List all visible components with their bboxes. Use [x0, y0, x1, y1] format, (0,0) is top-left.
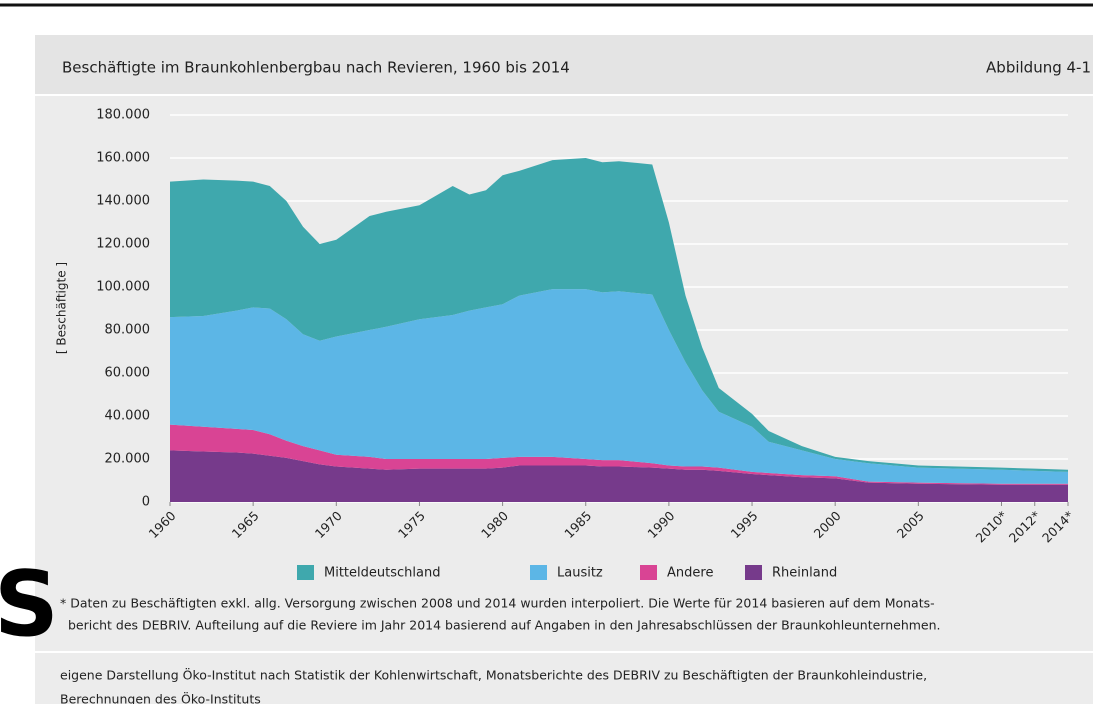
- y-tick-label: 60.000: [105, 366, 151, 381]
- legend-swatch: [530, 565, 547, 580]
- y-axis-label: [ Beschäftigte ]: [55, 262, 69, 354]
- legend-label: Lausitz: [557, 566, 603, 581]
- area: [170, 289, 1068, 484]
- y-tick-label: 160.000: [96, 151, 150, 166]
- chart-title: Beschäftigte im Braunkohlenbergbau nach …: [62, 59, 570, 77]
- source-panel: [35, 653, 1093, 704]
- area: [170, 450, 1068, 502]
- background-fragment: S: [0, 552, 59, 657]
- source-line: eigene Darstellung Öko-Institut nach Sta…: [60, 667, 927, 683]
- legend-label: Andere: [667, 566, 713, 581]
- legend-swatch: [297, 565, 314, 580]
- y-tick-label: 100.000: [96, 280, 150, 295]
- legend-swatch: [745, 565, 762, 580]
- y-tick-label: 80.000: [105, 323, 151, 338]
- y-tick-label: 140.000: [96, 194, 150, 209]
- y-tick-label: 40.000: [105, 409, 151, 424]
- y-tick-label: 180.000: [96, 108, 150, 123]
- area: [170, 158, 1068, 472]
- y-tick-label: 0: [142, 495, 150, 510]
- legend-swatch: [640, 565, 657, 580]
- source-line: Berechnungen des Öko-Instituts: [60, 691, 261, 704]
- footnote-line: * Daten zu Beschäftigten exkl. allg. Ver…: [60, 596, 935, 611]
- legend-label: Mitteldeutschland: [324, 566, 440, 581]
- figure-label: Abbildung 4-1: [986, 59, 1091, 77]
- y-tick-label: 20.000: [105, 452, 151, 467]
- footnote-line: bericht des DEBRIV. Aufteilung auf die R…: [68, 618, 941, 633]
- title-bar: [35, 35, 1093, 94]
- y-tick-label: 120.000: [96, 237, 150, 252]
- legend-label: Rheinland: [772, 566, 837, 581]
